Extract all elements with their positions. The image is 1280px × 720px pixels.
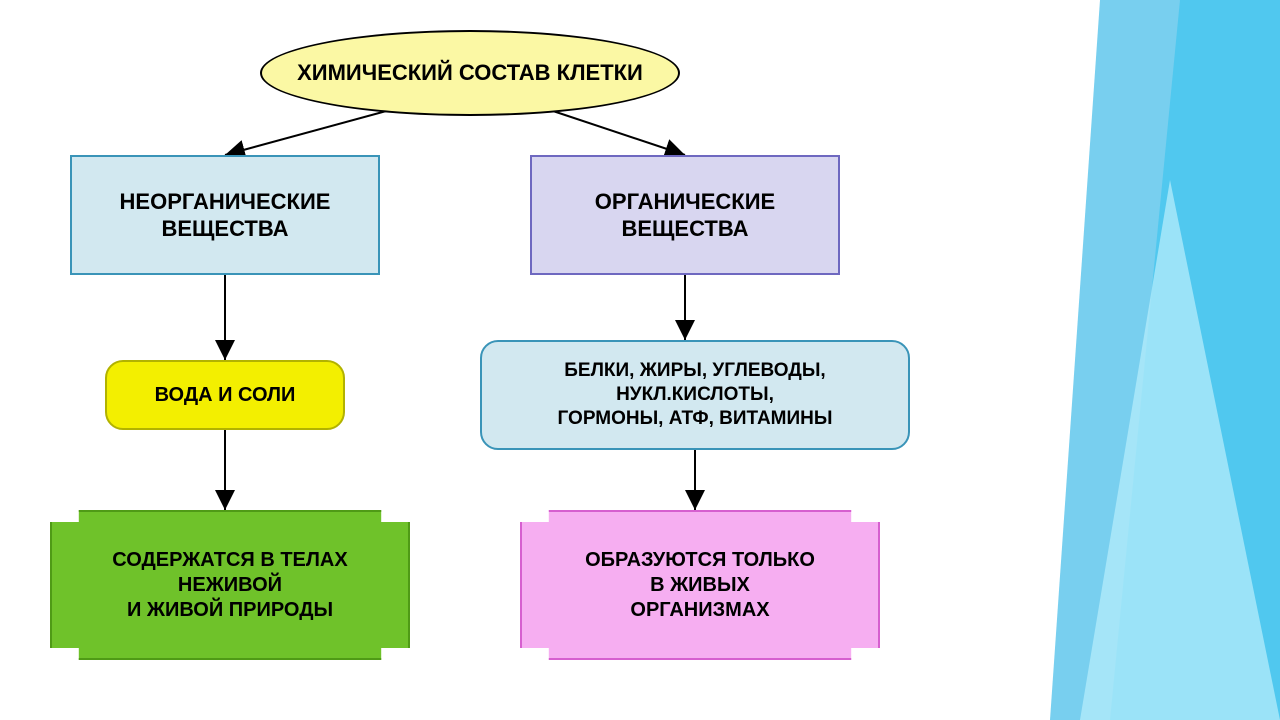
node-organic-list: БЕЛКИ, ЖИРЫ, УГЛЕВОДЫ,НУКЛ.КИСЛОТЫ,ГОРМО…: [480, 340, 910, 450]
node-inorganic: НЕОРГАНИЧЕСКИЕВЕЩЕСТВА: [70, 155, 380, 275]
diagram-canvas: ХИМИЧЕСКИЙ СОСТАВ КЛЕТКИ НЕОРГАНИЧЕСКИЕВ…: [0, 0, 1280, 720]
node-water-salts-label: ВОДА И СОЛИ: [155, 383, 296, 408]
node-organic-label: ОРГАНИЧЕСКИЕВЕЩЕСТВА: [595, 188, 775, 243]
node-root-label: ХИМИЧЕСКИЙ СОСТАВ КЛЕТКИ: [297, 59, 643, 87]
node-nonliving-living-label: СОДЕРЖАТСЯ В ТЕЛАХНЕЖИВОЙИ ЖИВОЙ ПРИРОДЫ: [112, 548, 347, 623]
node-only-living: ОБРАЗУЮТСЯ ТОЛЬКОВ ЖИВЫХОРГАНИЗМАХ: [520, 510, 880, 660]
node-nonliving-living: СОДЕРЖАТСЯ В ТЕЛАХНЕЖИВОЙИ ЖИВОЙ ПРИРОДЫ: [50, 510, 410, 660]
node-only-living-label: ОБРАЗУЮТСЯ ТОЛЬКОВ ЖИВЫХОРГАНИЗМАХ: [585, 548, 815, 623]
node-organic-list-label: БЕЛКИ, ЖИРЫ, УГЛЕВОДЫ,НУКЛ.КИСЛОТЫ,ГОРМО…: [558, 359, 833, 430]
node-root: ХИМИЧЕСКИЙ СОСТАВ КЛЕТКИ: [260, 30, 680, 116]
node-inorganic-label: НЕОРГАНИЧЕСКИЕВЕЩЕСТВА: [120, 188, 331, 243]
node-organic: ОРГАНИЧЕСКИЕВЕЩЕСТВА: [530, 155, 840, 275]
node-water-salts: ВОДА И СОЛИ: [105, 360, 345, 430]
